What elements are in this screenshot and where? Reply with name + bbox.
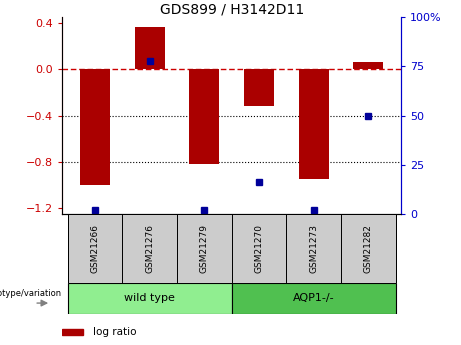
Bar: [286, 214, 341, 283]
Bar: [62, 329, 83, 335]
Bar: [244, 69, 274, 106]
Text: GSM21270: GSM21270: [254, 224, 264, 273]
Bar: [231, 283, 396, 314]
Bar: [68, 214, 122, 283]
Bar: [299, 69, 329, 179]
Bar: [135, 27, 165, 69]
Text: GSM21276: GSM21276: [145, 224, 154, 273]
Text: AQP1-/-: AQP1-/-: [293, 294, 334, 303]
Text: GSM21273: GSM21273: [309, 224, 318, 273]
Bar: [68, 283, 232, 314]
Text: GSM21266: GSM21266: [90, 224, 100, 273]
Title: GDS899 / H3142D11: GDS899 / H3142D11: [160, 2, 304, 16]
Bar: [80, 69, 110, 185]
Bar: [177, 214, 232, 283]
Text: log ratio: log ratio: [93, 327, 136, 337]
Text: wild type: wild type: [124, 294, 175, 303]
Text: genotype/variation: genotype/variation: [0, 289, 62, 298]
Text: GSM21279: GSM21279: [200, 224, 209, 273]
Bar: [341, 214, 396, 283]
Bar: [122, 214, 177, 283]
Bar: [189, 69, 219, 164]
Text: GSM21282: GSM21282: [364, 224, 373, 273]
Bar: [353, 62, 383, 69]
Bar: [231, 214, 286, 283]
